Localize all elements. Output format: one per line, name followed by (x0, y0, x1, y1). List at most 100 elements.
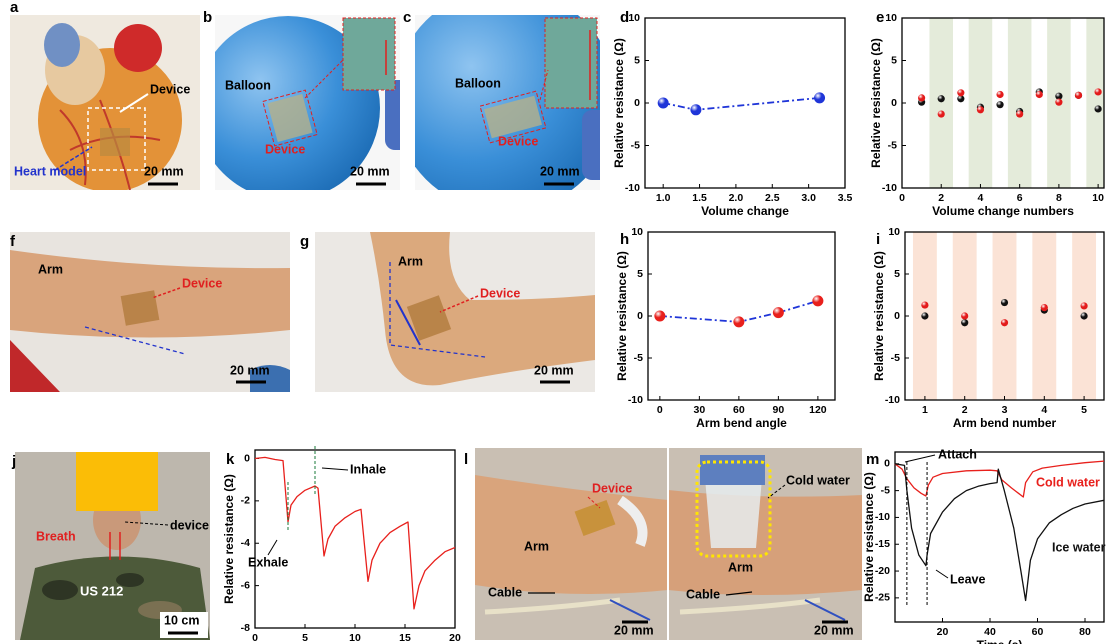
series-label: Cold water (1036, 475, 1100, 489)
scale-label: 20 mm (540, 164, 580, 178)
label: Arm (38, 262, 63, 276)
y-tick-label: -2 (241, 495, 250, 507)
x-tick-label: 80 (1079, 626, 1091, 638)
y-tick-label: -10 (885, 394, 900, 406)
label: Arm (524, 539, 549, 553)
y-axis-label: Relative resistance (Ω) (869, 38, 883, 168)
x-tick-label: 1 (922, 404, 928, 416)
data-point (996, 91, 1003, 98)
x-tick-label: 60 (733, 404, 745, 416)
x-axis-label: Time (s) (977, 638, 1023, 644)
data-point (957, 89, 964, 96)
y-axis-label: Relative resistance (Ω) (862, 472, 876, 602)
data-point (1081, 312, 1088, 319)
y-tick-label: 0 (244, 452, 250, 464)
x-tick-label: 10 (1092, 192, 1104, 204)
data-point (1041, 304, 1048, 311)
data-point (938, 110, 945, 117)
shaded-band (993, 232, 1017, 400)
label: Cable (488, 585, 522, 599)
shaded-band (1086, 18, 1104, 188)
panel-letter: m (866, 451, 879, 468)
panel-letter: a (10, 0, 19, 16)
x-axis-label: Arm bend number (953, 416, 1057, 430)
data-point (921, 301, 928, 308)
y-tick-label: 10 (628, 12, 640, 24)
scale-label: 20 mm (230, 363, 270, 377)
y-tick-label: -5 (891, 352, 900, 364)
panel-letter: k (226, 451, 235, 468)
x-tick-label: 20 (449, 632, 461, 644)
arrow (905, 455, 935, 462)
x-axis-label: Volume change (701, 204, 789, 218)
x-tick-label: 0 (899, 192, 905, 204)
arrow (322, 468, 348, 470)
y-tick-label: -10 (882, 182, 897, 194)
data-point (814, 92, 825, 103)
plot-frame (255, 450, 455, 628)
panel-letter: l (464, 451, 468, 468)
x-tick-label: 40 (984, 626, 996, 638)
y-tick-label: 5 (634, 54, 640, 66)
label: Device (150, 82, 190, 96)
y-tick-label: 0 (637, 310, 643, 322)
x-tick-label: 5 (302, 632, 308, 644)
data-point (977, 106, 984, 113)
y-tick-label: 0 (884, 458, 890, 470)
x-axis-label: Volume change numbers (932, 204, 1074, 218)
x-tick-label: 8 (1056, 192, 1062, 204)
x-tick-label: 4 (1041, 404, 1047, 416)
scale-label: 20 mm (350, 164, 390, 178)
x-axis-label: Arm bend angle (696, 416, 787, 430)
photo-c (393, 0, 617, 212)
panel-letter: b (203, 9, 212, 26)
annotation: Leave (950, 572, 985, 586)
x-tick-label: 30 (694, 404, 706, 416)
data-point (690, 104, 701, 115)
label: Device (265, 142, 305, 156)
data-point (921, 312, 928, 319)
y-axis-label: Relative resistance (Ω) (222, 474, 236, 604)
data-point (658, 98, 669, 109)
plot-frame (645, 18, 845, 188)
label: Arm (728, 560, 753, 574)
scale-label: 20 mm (534, 363, 574, 377)
scale-label: 20 mm (614, 623, 654, 637)
label: Cold water (786, 473, 850, 487)
y-tick-label: 0 (894, 310, 900, 322)
data-point (996, 101, 1003, 108)
x-tick-label: 3 (1002, 404, 1008, 416)
label: Device (592, 481, 632, 495)
x-tick-label: 5 (1081, 404, 1087, 416)
x-tick-label: 0 (657, 404, 663, 416)
y-tick-label: 10 (888, 226, 900, 238)
data-point (961, 312, 968, 319)
label: Arm (398, 254, 423, 268)
y-tick-label: 5 (637, 268, 643, 280)
x-tick-label: 60 (1032, 626, 1044, 638)
x-tick-label: 6 (1017, 192, 1023, 204)
x-tick-label: 2.0 (729, 192, 744, 204)
panel-letter: i (876, 231, 880, 248)
label: Device (182, 276, 222, 290)
y-tick-label: -4 (241, 537, 250, 549)
label: device (170, 518, 209, 532)
label: Balloon (225, 78, 271, 92)
y-axis-label: Relative resistance (Ω) (615, 251, 629, 381)
y-tick-label: -25 (875, 592, 890, 604)
data-point (1095, 88, 1102, 95)
data-point (733, 316, 744, 327)
y-tick-label: 0 (891, 97, 897, 109)
scale-label: 10 cm (164, 613, 199, 627)
x-tick-label: 2 (938, 192, 944, 204)
x-tick-label: 90 (773, 404, 785, 416)
label: Device (498, 134, 538, 148)
arrow (268, 540, 277, 555)
data-point (1001, 299, 1008, 306)
annotation: Attach (938, 447, 977, 461)
label: US 212 (80, 583, 123, 598)
y-tick-label: 5 (891, 54, 897, 66)
data-point (918, 94, 925, 101)
label: Breath (36, 529, 76, 543)
shaded-band (1032, 232, 1056, 400)
